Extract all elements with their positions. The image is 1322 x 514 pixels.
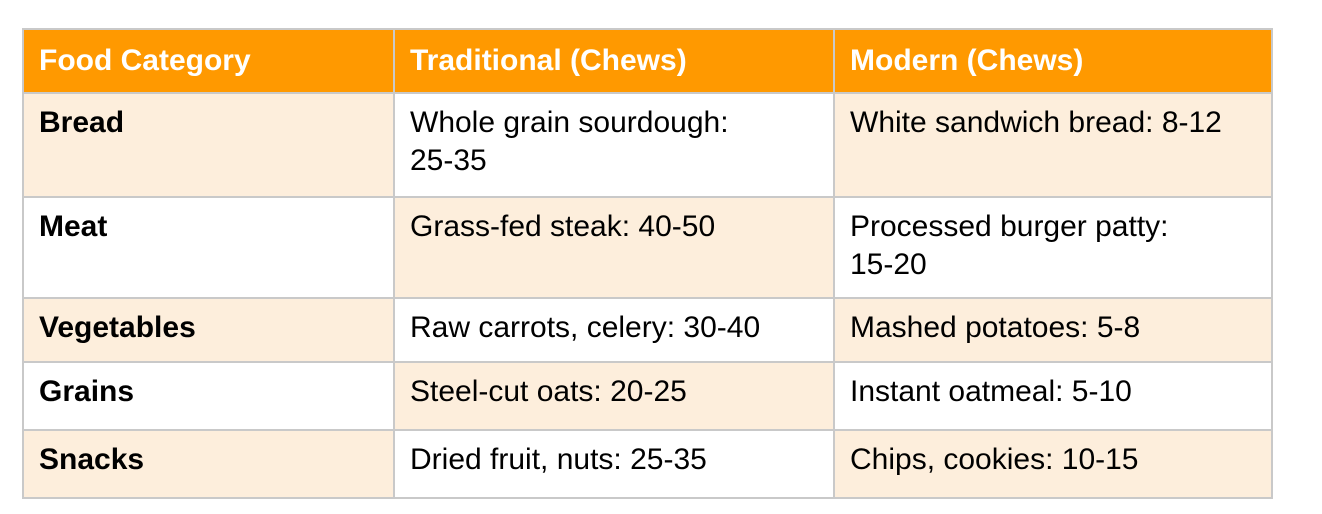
cell-snacks-modern[interactable]: Chips, cookies: 10-15 xyxy=(833,429,1273,499)
cell-text: Grass-fed steak: 40-50 xyxy=(410,210,716,243)
table-row-vegetables: Vegetables Raw carrots, celery: 30-40 Ma… xyxy=(22,297,1273,363)
cell-text: Whole grain sourdough: 25-35 xyxy=(410,106,729,177)
cell-text: Raw carrots, celery: 30-40 xyxy=(410,311,761,344)
cell-text: Bread xyxy=(39,106,125,139)
cell-text: Instant oatmeal: 5-10 xyxy=(850,375,1132,408)
header-cell-food-category[interactable]: Food Category xyxy=(22,28,395,94)
table-row-meat: Meat Grass-fed steak: 40-50 Processed bu… xyxy=(22,196,1273,299)
cell-vegetables-category[interactable]: Vegetables xyxy=(22,297,395,363)
cell-text: Steel-cut oats: 20-25 xyxy=(410,375,687,408)
table-row-bread: Bread Whole grain sourdough: 25-35 White… xyxy=(22,92,1273,198)
header-label-modern-chews: Modern (Chews) xyxy=(850,44,1084,77)
cell-text: Chips, cookies: 10-15 xyxy=(850,443,1139,476)
cell-bread-traditional[interactable]: Whole grain sourdough: 25-35 xyxy=(393,92,835,198)
cell-text: Vegetables xyxy=(39,311,196,344)
cell-grains-category[interactable]: Grains xyxy=(22,361,395,431)
cell-text: Dried fruit, nuts: 25-35 xyxy=(410,443,707,476)
cell-meat-category[interactable]: Meat xyxy=(22,196,395,299)
chew-comparison-table: Food Category Traditional (Chews) Modern… xyxy=(22,28,1273,499)
chew-comparison-table-container: Food Category Traditional (Chews) Modern… xyxy=(22,28,1273,499)
cell-snacks-category[interactable]: Snacks xyxy=(22,429,395,499)
header-label-food-category: Food Category xyxy=(39,44,251,77)
cell-text: Meat xyxy=(39,210,108,243)
header-cell-traditional-chews[interactable]: Traditional (Chews) xyxy=(393,28,835,94)
cell-grains-traditional[interactable]: Steel-cut oats: 20-25 xyxy=(393,361,835,431)
table-row-snacks: Snacks Dried fruit, nuts: 25-35 Chips, c… xyxy=(22,429,1273,499)
cell-text: White sandwich bread: 8-12 xyxy=(850,106,1222,139)
cell-text: Grains xyxy=(39,375,135,408)
cell-text: Mashed potatoes: 5-8 xyxy=(850,311,1141,344)
cell-text: Snacks xyxy=(39,443,145,476)
table-row-grains: Grains Steel-cut oats: 20-25 Instant oat… xyxy=(22,361,1273,431)
cell-vegetables-traditional[interactable]: Raw carrots, celery: 30-40 xyxy=(393,297,835,363)
header-label-traditional-chews: Traditional (Chews) xyxy=(410,44,687,77)
cell-meat-traditional[interactable]: Grass-fed steak: 40-50 xyxy=(393,196,835,299)
cell-snacks-traditional[interactable]: Dried fruit, nuts: 25-35 xyxy=(393,429,835,499)
cell-vegetables-modern[interactable]: Mashed potatoes: 5-8 xyxy=(833,297,1273,363)
header-row: Food Category Traditional (Chews) Modern… xyxy=(22,28,1273,94)
cell-bread-modern[interactable]: White sandwich bread: 8-12 xyxy=(833,92,1273,198)
header-cell-modern-chews[interactable]: Modern (Chews) xyxy=(833,28,1273,94)
cell-bread-category[interactable]: Bread xyxy=(22,92,395,198)
cell-grains-modern[interactable]: Instant oatmeal: 5-10 xyxy=(833,361,1273,431)
cell-meat-modern[interactable]: Processed burger patty: 15-20 xyxy=(833,196,1273,299)
cell-text: Processed burger patty: 15-20 xyxy=(850,210,1169,281)
